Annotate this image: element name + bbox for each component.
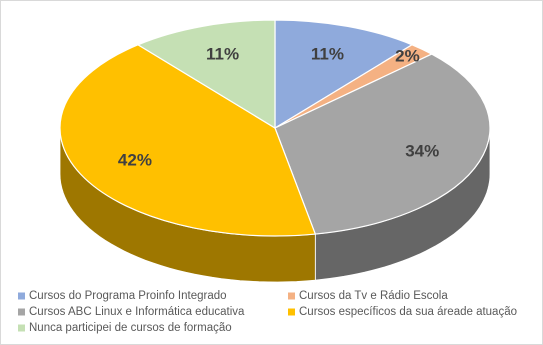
data-label: 11% bbox=[206, 44, 239, 63]
pie-slice bbox=[59, 44, 317, 237]
data-label: 42% bbox=[118, 151, 152, 170]
pie-slice bbox=[274, 53, 491, 235]
legend-label: Nunca participei de cursos de formação bbox=[29, 322, 232, 334]
legend-label: Cursos ABC Linux e Informática educativa bbox=[29, 306, 245, 318]
legend-swatch bbox=[18, 324, 25, 332]
legend-swatch bbox=[18, 292, 25, 300]
data-label: 11% bbox=[311, 44, 344, 63]
legend-label: Cursos da Tv e Rádio Escola bbox=[299, 290, 448, 302]
legend-swatch bbox=[288, 308, 295, 316]
data-label: 34% bbox=[405, 142, 439, 161]
legend-swatch bbox=[288, 292, 295, 300]
legend-label: Cursos do Programa Proinfo Integrado bbox=[29, 290, 227, 302]
pie-slice bbox=[274, 19, 414, 130]
legend-label: Cursos específicos da sua áreade atuação bbox=[299, 306, 517, 318]
data-label: 2% bbox=[395, 47, 420, 66]
legend-swatch bbox=[18, 308, 25, 316]
pie-slice bbox=[136, 19, 276, 130]
